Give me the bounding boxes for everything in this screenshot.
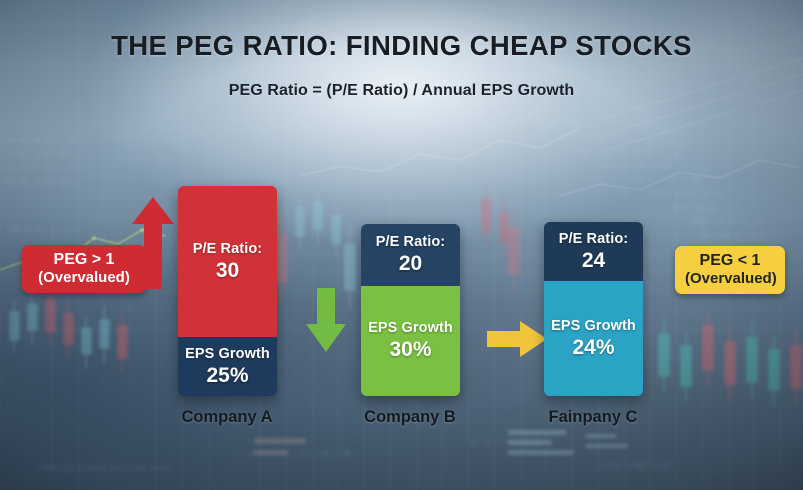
company-c-label: Fainpany C bbox=[548, 408, 638, 426]
company-a-pe-caption: P/E Ratio: bbox=[192, 240, 263, 257]
up-arrow-icon bbox=[132, 197, 174, 289]
company-a-label: Company A bbox=[181, 408, 273, 426]
badge-left-line1: PEG > 1 bbox=[53, 251, 115, 268]
company-b-pe-value: 20 bbox=[398, 251, 423, 275]
company-b-pe-segment: P/E Ratio: 20 bbox=[361, 224, 460, 286]
company-b-bar: P/E Ratio: 20 EPS Growth 30% bbox=[361, 224, 460, 396]
page-title: THE PEG RATIO: FINDING CHEAP STOCKS bbox=[111, 30, 692, 61]
right-arrow-icon bbox=[487, 321, 547, 357]
company-a-pe-value: 30 bbox=[215, 258, 240, 282]
peg-overvalued-badge: PEG > 1 (Overvalued) bbox=[22, 245, 146, 294]
badge-left-line2: (Overvalued) bbox=[38, 269, 130, 287]
company-b-pe-caption: P/E Ratio: bbox=[375, 233, 446, 250]
company-c-pe-value: 24 bbox=[581, 248, 606, 272]
company-c-pe-segment: P/E Ratio: 24 bbox=[544, 222, 643, 282]
company-c-eps-value: 24% bbox=[572, 335, 615, 359]
company-b-label: Company B bbox=[364, 408, 456, 426]
peg-undervalued-badge: PEG < 1 (Overvalued) bbox=[675, 246, 785, 295]
badge-right-line2: (Overvalued) bbox=[685, 270, 777, 288]
formula-subtitle: PEG Ratio = (P/E Ratio) / Annual EPS Gro… bbox=[228, 82, 575, 99]
company-c-eps-segment: EPS Growth 24% bbox=[544, 281, 643, 396]
company-b-eps-value: 30% bbox=[389, 337, 432, 361]
company-c-pe-caption: P/E Ratio: bbox=[558, 230, 629, 247]
company-a-bar: P/E Ratio: 30 EPS Growth 25% bbox=[178, 186, 277, 396]
badge-right-line1: PEG < 1 bbox=[699, 252, 761, 269]
company-a-eps-value: 25% bbox=[206, 363, 249, 387]
company-c-bar: P/E Ratio: 24 EPS Growth 24% bbox=[544, 222, 643, 396]
company-c-eps-caption: EPS Growth bbox=[551, 317, 636, 334]
down-arrow-icon bbox=[306, 288, 346, 352]
company-a-eps-segment: EPS Growth 25% bbox=[178, 337, 277, 396]
company-b-eps-caption: EPS Growth bbox=[368, 319, 453, 336]
company-a-eps-caption: EPS Growth bbox=[185, 345, 270, 362]
company-b-eps-segment: EPS Growth 30% bbox=[361, 285, 460, 396]
company-a-pe-segment: P/E Ratio: 30 bbox=[178, 186, 277, 338]
